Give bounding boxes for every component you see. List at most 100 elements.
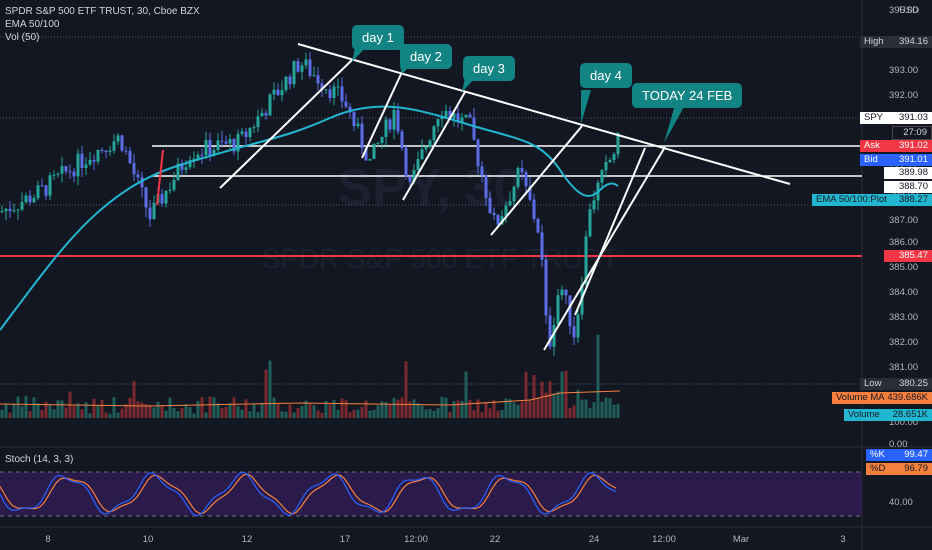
volume-bar <box>224 406 228 418</box>
volume-bar <box>352 409 356 418</box>
volume-bar <box>468 399 472 418</box>
level-388-70-badge: 388.70 <box>884 181 932 193</box>
volume-bar <box>348 412 352 418</box>
low-badge-value: 380.25 <box>898 378 928 389</box>
volume-bar <box>48 405 52 418</box>
watermark-name: SPDR S&P 500 ETF TRUST <box>262 243 619 274</box>
volume-bar <box>240 409 244 418</box>
time-tick: 8 <box>45 534 51 545</box>
volume-bar <box>532 375 536 418</box>
candle-body <box>532 199 536 219</box>
candle-body <box>456 113 460 122</box>
candle-body <box>184 167 188 170</box>
volume-bar <box>172 407 176 418</box>
stoch-k-line <box>0 471 617 517</box>
volume-bar <box>232 397 236 418</box>
candle-body <box>492 212 496 215</box>
volume-bar <box>600 401 604 418</box>
candle-body <box>608 160 612 163</box>
candle-body <box>212 150 216 156</box>
candle-body <box>240 131 244 134</box>
volume-bar <box>56 400 60 418</box>
candle-body <box>68 171 72 173</box>
candle-body <box>264 112 268 116</box>
candle-body <box>588 209 592 237</box>
volume-bar <box>476 399 480 418</box>
volume-bar <box>96 405 100 418</box>
volume-ma-badge-value: 439.686K <box>887 392 928 403</box>
candle-body <box>592 200 596 210</box>
volume-bar <box>424 409 428 418</box>
volume-bar <box>164 410 168 418</box>
volume-bar <box>0 409 4 418</box>
candle-body <box>304 59 308 66</box>
symbol-title[interactable]: SPDR S&P 500 ETF TRUST, 30, Cboe BZX <box>5 6 200 17</box>
ema-indicator-label[interactable]: EMA 50/100 <box>5 19 60 30</box>
volume-bar <box>384 402 388 418</box>
candle-body <box>72 171 76 177</box>
candle-body <box>372 143 376 159</box>
volume-bar <box>568 408 572 418</box>
volume-ma-badge: Volume MA 439.686K <box>832 392 932 404</box>
ema-badge: EMA 50/100:Plot 388.27 <box>812 194 932 206</box>
candle-body <box>300 65 304 72</box>
volume-bar <box>452 401 456 418</box>
candle-body <box>164 190 168 204</box>
volume-bar <box>140 402 144 418</box>
candle-body <box>0 211 4 213</box>
volume-bar <box>372 409 376 418</box>
volume-bar <box>408 401 412 418</box>
candle-body <box>116 135 120 142</box>
volume-bar <box>304 400 308 418</box>
candle-body <box>392 109 396 130</box>
candle-body <box>172 180 176 190</box>
red-spike <box>156 149 164 206</box>
volume-bar <box>44 401 48 418</box>
volume-bar <box>456 400 460 418</box>
candle-body <box>56 173 60 175</box>
volume-bar <box>116 412 120 418</box>
volume-bar <box>204 412 208 418</box>
volume-bar <box>4 403 8 418</box>
volume-bar <box>412 399 416 418</box>
time-tick: 17 <box>339 534 351 545</box>
volume-bar <box>144 404 148 418</box>
candle-body <box>448 110 452 119</box>
volume-bar <box>440 396 444 418</box>
candle-body <box>404 147 408 177</box>
candle-body <box>120 135 124 151</box>
time-tick: 24 <box>588 534 600 545</box>
callout-pointer-0 <box>352 48 365 62</box>
candle-body <box>348 106 352 113</box>
candle-body <box>288 76 292 85</box>
watermark-ticker: SPY, 30 <box>337 159 522 217</box>
volume-indicator-label[interactable]: Vol (50) <box>5 32 40 43</box>
volume-bar <box>444 397 448 418</box>
volume-bar <box>168 397 172 418</box>
candle-body <box>204 139 208 156</box>
candle-body <box>416 158 420 171</box>
candle-body <box>520 167 524 173</box>
volume-bar <box>216 403 220 418</box>
stoch-indicator-label[interactable]: Stoch (14, 3, 3) <box>5 454 74 465</box>
volume-badge-label: Volume <box>848 409 880 420</box>
volume-bar <box>84 402 88 418</box>
price-tick: 100.00 <box>889 417 919 428</box>
candle-body <box>356 123 360 126</box>
volume-bar <box>64 407 68 418</box>
candle-body <box>284 76 288 91</box>
high-badge-value: 394.16 <box>898 36 928 47</box>
volume-bar <box>344 399 348 418</box>
candle-body <box>508 201 512 206</box>
candle-body <box>504 205 508 217</box>
time-tick: Mar <box>732 534 750 545</box>
candle-body <box>224 141 228 144</box>
bid-badge: Bid 391.01 <box>860 154 932 166</box>
price-tick: 387.00 <box>889 215 919 226</box>
candle-body <box>12 210 16 212</box>
volume-bar <box>524 371 528 418</box>
volume-bar <box>320 412 324 418</box>
stoch-k-label: %K <box>870 449 885 460</box>
trendline-0 <box>297 43 791 185</box>
